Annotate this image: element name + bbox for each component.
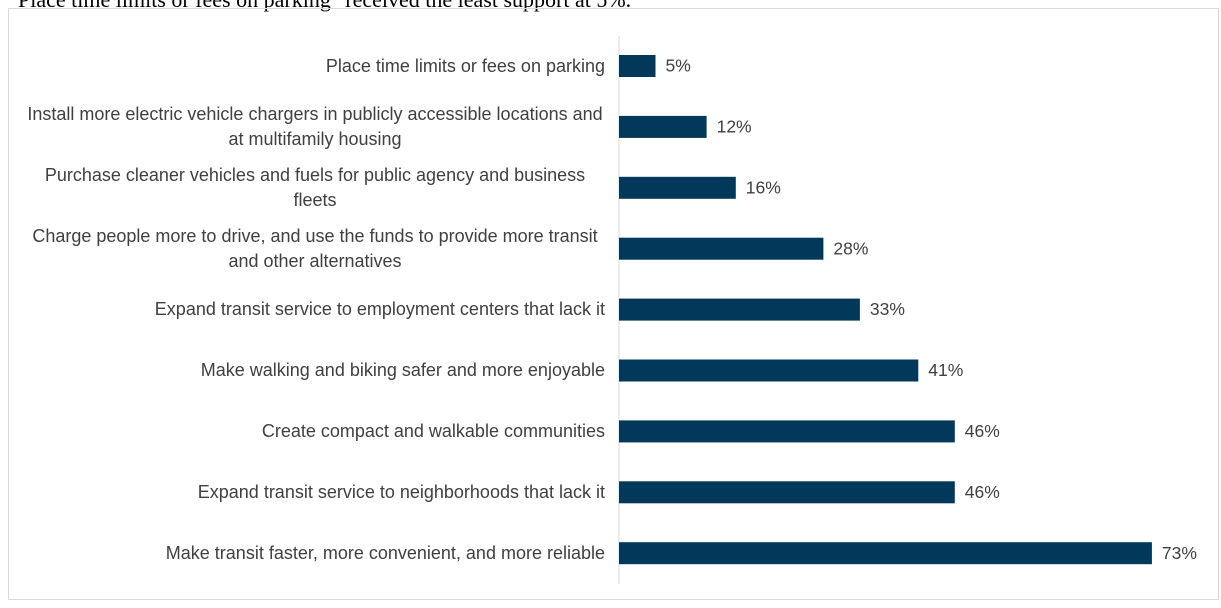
value-label: 33%: [870, 299, 905, 319]
value-label: 5%: [666, 56, 691, 76]
category-label-box: Expand transit service to employment cen…: [25, 280, 605, 340]
chart-frame: [8, 8, 1219, 600]
value-label: 41%: [928, 360, 963, 380]
y-tick-label: Expand transit service to neighborhoods …: [197, 481, 605, 502]
y-tick-label: Create compact and walkable communities: [261, 420, 605, 441]
value-label: 46%: [965, 421, 1000, 441]
y-tick-label: Make walking and biking safer and more e…: [200, 360, 605, 380]
bar: [619, 237, 824, 260]
category-label-box: Charge people more to drive, and use the…: [25, 219, 605, 279]
y-tick-label: Place time limits or fees on parking: [325, 55, 605, 76]
value-label: 46%: [965, 482, 1000, 502]
category-label-box: Purchase cleaner vehicles and fuels for …: [25, 158, 605, 218]
value-label: 28%: [833, 238, 868, 258]
bar: [619, 359, 919, 382]
category-label-box: Make transit faster, more convenient, an…: [25, 523, 605, 583]
value-label: 12%: [717, 117, 752, 137]
bar: [619, 542, 1152, 565]
y-tick-label: Install more electric vehicle chargers i…: [27, 103, 603, 149]
category-label-box: Make walking and biking safer and more e…: [25, 341, 605, 401]
bar: [619, 115, 707, 138]
category-label-box: Place time limits or fees on parking: [25, 36, 605, 96]
category-label-box: Create compact and walkable communities: [25, 401, 605, 461]
bar: [619, 55, 656, 77]
category-label-box: Expand transit service to neighborhoods …: [25, 462, 605, 522]
category-label-box: Install more electric vehicle chargers i…: [25, 97, 605, 157]
bar: [619, 298, 860, 321]
caption: Place time limits or fees on parking" re…: [18, 0, 631, 13]
bar: [619, 420, 955, 443]
y-tick-label: Make transit faster, more convenient, an…: [165, 542, 605, 563]
y-tick-label: Purchase cleaner vehicles and fuels for …: [44, 164, 586, 210]
bar: [619, 176, 736, 199]
y-tick-label: Charge people more to drive, and use the…: [32, 225, 598, 271]
bar: [619, 481, 955, 504]
y-tick-label: Expand transit service to employment cen…: [154, 299, 605, 320]
value-label: 73%: [1162, 543, 1197, 563]
value-label: 16%: [746, 177, 781, 197]
